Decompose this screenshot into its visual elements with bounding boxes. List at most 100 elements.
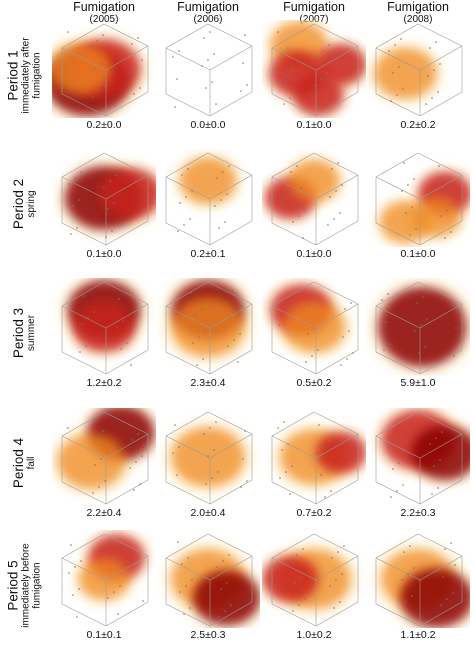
cube-edge <box>207 23 253 47</box>
sample-point <box>228 554 230 556</box>
sample-point <box>235 311 237 313</box>
sample-point <box>450 231 452 233</box>
cube-plot <box>55 152 170 246</box>
panel-value: 0.7±0.2 <box>296 507 332 519</box>
density-cube-panel: 2.0±0.4 <box>156 408 260 519</box>
cube-edge <box>209 45 253 71</box>
sample-point <box>337 551 339 553</box>
sample-point <box>452 203 454 205</box>
sample-point <box>296 554 298 556</box>
sample-point <box>190 292 192 294</box>
sample-point <box>209 31 211 33</box>
panel-value: 0.2±0.1 <box>190 248 226 260</box>
sample-point <box>433 69 435 71</box>
cube-edge <box>105 91 149 117</box>
sample-point <box>388 50 390 52</box>
sample-point <box>172 56 174 58</box>
sample-point <box>87 317 89 319</box>
sample-point <box>414 330 416 332</box>
sample-point <box>183 613 185 615</box>
sample-point <box>76 616 78 618</box>
sample-point <box>102 430 104 432</box>
cube-edge <box>271 351 317 375</box>
cube-edge <box>165 152 209 178</box>
sample-point <box>96 436 98 438</box>
sample-point <box>294 582 296 584</box>
cube-edge <box>375 481 421 505</box>
sample-point <box>413 178 415 180</box>
sample-point <box>394 440 396 442</box>
cube-edge <box>209 555 253 581</box>
cube-edge <box>315 479 359 505</box>
sample-point <box>76 227 78 229</box>
density-blob <box>57 433 125 489</box>
cube-edge <box>419 433 463 459</box>
cube-edge <box>271 533 315 559</box>
sample-point <box>428 290 430 292</box>
cube-edge <box>271 93 317 117</box>
sample-point <box>229 317 231 319</box>
sample-point <box>388 446 390 448</box>
sample-point <box>120 348 122 350</box>
sample-point <box>281 449 283 451</box>
sample-point <box>215 421 217 423</box>
sample-point <box>431 97 433 99</box>
sample-point <box>335 579 337 581</box>
sample-point <box>187 557 189 559</box>
cube-edge <box>313 411 359 435</box>
sample-point <box>425 103 427 105</box>
sample-point <box>294 193 296 195</box>
cube-edge <box>165 411 209 437</box>
sample-point <box>411 595 413 597</box>
cube-edge <box>61 23 105 49</box>
sample-point <box>105 547 107 549</box>
cube-plot <box>255 533 360 627</box>
sample-point <box>242 62 244 64</box>
sample-point <box>329 196 331 198</box>
cube-edge <box>315 433 359 459</box>
panel-value: 1.2±0.2 <box>86 377 122 389</box>
sample-point <box>309 305 311 307</box>
sample-point <box>402 88 404 90</box>
sample-point <box>429 443 431 445</box>
sample-point <box>303 311 305 313</box>
sample-point <box>174 106 176 108</box>
sample-point <box>440 215 442 217</box>
cube-plot <box>61 528 152 627</box>
cube-edge <box>61 281 105 307</box>
density-blob <box>293 74 344 116</box>
sample-point <box>402 484 404 486</box>
column-header: Fumigation (2005) <box>54 0 154 25</box>
sample-point <box>291 69 293 71</box>
density-cube-panel: 0.5±0.2 <box>262 278 366 389</box>
sample-point <box>213 53 215 55</box>
cube-plot <box>258 152 359 246</box>
sample-point <box>78 588 80 590</box>
sample-point <box>126 342 128 344</box>
density-blob <box>100 168 162 219</box>
row-label-text: Period 5 immediately before fumigation <box>6 543 43 627</box>
cube-edge <box>209 174 253 200</box>
sample-point <box>426 318 428 320</box>
sample-point <box>300 576 302 578</box>
sample-point <box>93 311 95 313</box>
cube-edge <box>375 47 421 71</box>
sample-point <box>111 541 113 543</box>
sample-point <box>233 339 235 341</box>
sample-point <box>68 572 70 574</box>
cube-plot <box>165 152 253 246</box>
cube-plot <box>162 533 269 633</box>
sample-point <box>102 34 104 36</box>
sample-point <box>220 588 222 590</box>
sample-point <box>226 193 228 195</box>
cube-edge <box>417 152 463 176</box>
sample-point <box>131 439 133 441</box>
cube-edge <box>375 281 419 307</box>
sample-point <box>405 212 407 214</box>
period-title: Period 1 <box>5 49 21 101</box>
sample-point <box>326 468 328 470</box>
density-cube-panel: 1.1±0.2 <box>366 530 474 641</box>
sample-point <box>315 299 317 301</box>
cube-edge <box>165 603 211 627</box>
sample-point <box>342 336 344 338</box>
